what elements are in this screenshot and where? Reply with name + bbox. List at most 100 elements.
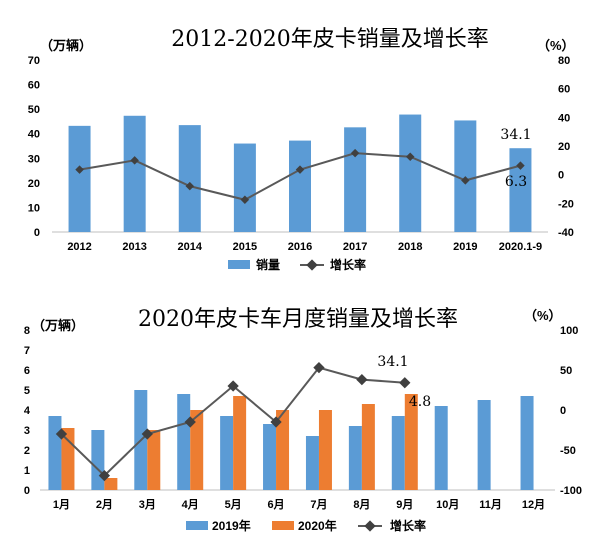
right-tick-label: 0: [558, 170, 564, 182]
left-tick-label: 70: [28, 55, 40, 67]
legend-label-growth: 增长率: [330, 257, 366, 272]
right-tick-label: 60: [558, 84, 570, 96]
growth-point: [240, 195, 250, 204]
growth-point: [130, 156, 139, 165]
growth-point: [356, 373, 368, 386]
bar-销量: [509, 148, 532, 232]
legend-label-2020: 2020年: [298, 518, 337, 533]
bar-2020年: [104, 478, 118, 490]
x-tick-label: 2020.1-9: [499, 241, 542, 253]
bar-2020年: [404, 394, 418, 490]
bar-2019年: [477, 400, 491, 490]
chart2-data-label-2020: 4.8: [409, 394, 431, 410]
legend-swatch-2019: [186, 521, 208, 530]
x-tick-label: 2017: [343, 241, 367, 253]
right-tick-label: -50: [560, 445, 576, 457]
x-tick-label: 8月: [353, 498, 370, 511]
chart2-right-axis-ticks: -100 -50 0 50 100: [560, 325, 582, 497]
left-tick-label: 6: [24, 365, 30, 377]
left-tick-label: 5: [24, 385, 30, 397]
bar-销量: [178, 125, 201, 232]
left-tick-label: 3: [24, 425, 30, 437]
growth-point: [55, 428, 68, 440]
growth-point: [350, 148, 360, 158]
bar-2019年: [305, 436, 319, 490]
bar-销量: [289, 140, 311, 232]
chart2-left-unit: （万辆）: [32, 318, 84, 333]
growth-point: [295, 165, 305, 174]
bar-2019年: [220, 416, 234, 490]
chart2-legend: 2019年 2020年 增长率: [186, 518, 426, 533]
x-tick-label: 2014: [178, 241, 203, 253]
left-tick-label: 0: [24, 485, 30, 497]
growth-point: [313, 361, 325, 374]
bar-2020年: [233, 396, 247, 490]
legend-label-2019: 2019年: [212, 518, 251, 533]
left-tick-label: 2: [24, 445, 30, 457]
legend-swatch-sales: [228, 260, 250, 269]
right-tick-label: 80: [558, 55, 570, 67]
bar-2020年: [147, 430, 161, 490]
x-tick-label: 2015: [233, 241, 257, 253]
x-tick-label: 2013: [122, 241, 146, 253]
chart2-data-label-growth: 34.1: [377, 354, 408, 370]
chart2-x-tick-labels: 1月 2月 3月 4月 5月 6月 7月 8月 9月 10月 11月 12月: [53, 498, 545, 511]
legend-swatch-2020: [272, 521, 294, 530]
right-tick-label: 100: [560, 325, 578, 337]
chart1-data-label-growth: 6.3: [505, 174, 527, 190]
right-tick-label: -100: [560, 485, 582, 497]
right-tick-label: 40: [558, 112, 570, 124]
growth-point: [227, 380, 239, 392]
bar-2019年: [91, 430, 105, 490]
left-tick-label: 8: [24, 325, 30, 337]
x-tick-label: 2月: [96, 498, 113, 511]
left-tick-label: 10: [28, 202, 40, 214]
chart2-title: 2020年皮卡车月度销量及增长率: [138, 307, 458, 332]
bar-2019年: [520, 396, 534, 490]
chart2-left-axis-ticks: 0 1 2 3 4 5 6 7 8: [24, 325, 31, 497]
x-tick-label: 1月: [53, 498, 70, 511]
chart1-right-unit: （%）: [537, 38, 575, 53]
chart1-legend: 销量 增长率: [228, 257, 366, 272]
x-tick-label: 2016: [288, 241, 312, 253]
bar-2019年: [391, 416, 405, 490]
left-tick-label: 50: [28, 104, 40, 116]
bar-2019年: [434, 406, 448, 490]
bar-销量: [68, 125, 91, 232]
left-tick-label: 4: [24, 405, 31, 417]
x-tick-label: 5月: [225, 498, 242, 511]
growth-point: [141, 428, 153, 440]
x-tick-label: 7月: [310, 498, 327, 511]
growth-point: [75, 165, 84, 174]
growth-point: [399, 377, 411, 389]
growth-point: [184, 416, 196, 428]
chart1-growth-line: [75, 148, 525, 204]
x-tick-label: 3月: [139, 498, 156, 511]
left-tick-label: 20: [28, 178, 40, 190]
legend-label-growth-monthly: 增长率: [390, 518, 426, 533]
x-tick-label: 9月: [396, 498, 413, 511]
bar-2020年: [190, 410, 204, 490]
bar-销量: [123, 115, 146, 232]
right-tick-label: -20: [558, 198, 574, 210]
chart1-data-label-sales: 34.1: [500, 127, 531, 143]
right-tick-label: 50: [560, 365, 572, 377]
chart1-title: 2012-2020年皮卡销量及增长率: [171, 27, 488, 52]
left-tick-label: 0: [34, 227, 40, 239]
x-tick-label: 4月: [182, 498, 199, 511]
chart1-right-axis-ticks: -40 -20 0 20 40 60 80: [558, 55, 574, 239]
legend-label-sales: 销量: [256, 257, 280, 272]
bar-2019年: [48, 416, 62, 490]
chart1-left-unit: （万辆）: [40, 38, 92, 53]
chart1-left-axis-ticks: 0 10 20 30 40 50 60 70: [28, 55, 40, 239]
x-tick-label: 6月: [267, 498, 284, 511]
bar-2020年: [276, 410, 290, 490]
x-tick-label: 2019: [453, 241, 477, 253]
bar-销量: [233, 143, 256, 232]
chart-monthly-sales: 2020年皮卡车月度销量及增长率 （万辆） （%） 0 1 2 3 4 5 6 7 8 -100…: [24, 307, 582, 533]
left-tick-label: 40: [28, 129, 40, 141]
right-tick-label: 0: [560, 405, 566, 417]
chart-annual-sales: 2012-2020年皮卡销量及增长率 （万辆） （%） 0 10 20 30 40 50 6…: [28, 27, 575, 272]
growth-point: [270, 416, 282, 428]
